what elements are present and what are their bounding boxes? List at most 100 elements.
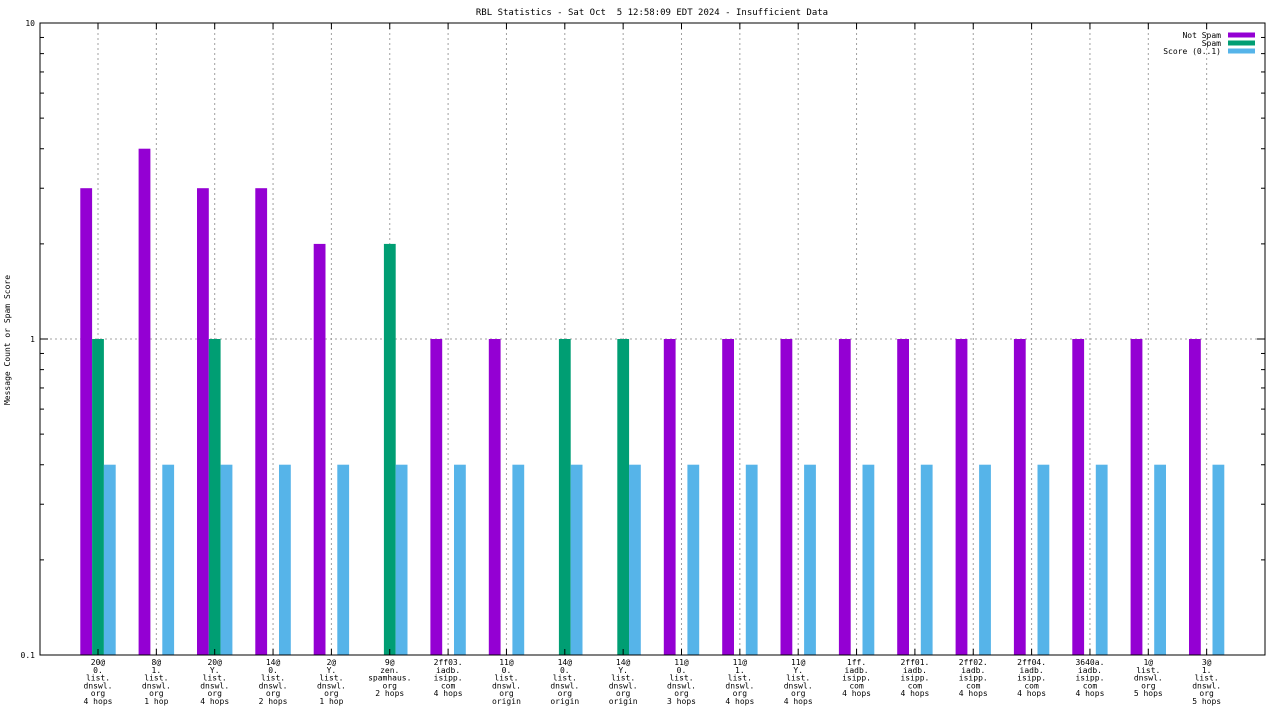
- x-category-label: 1ff. iadb. isipp. com 4 hops: [842, 658, 871, 698]
- x-category-label-line: org: [791, 689, 806, 698]
- x-category-label-line: dnswl.: [317, 681, 346, 690]
- x-category-label-line: 4 hops: [1017, 689, 1046, 698]
- bar-score-0-1: [395, 464, 408, 655]
- x-category-label-line: 20@: [91, 658, 106, 667]
- bar-score-0-1: [629, 464, 641, 655]
- x-category-label-line: 3640a.: [1075, 658, 1104, 667]
- x-category-label-line: isipp.: [842, 674, 871, 683]
- x-category-label-line: 3 hops: [667, 697, 696, 706]
- x-category-label-line: list.: [728, 674, 752, 683]
- bar-spam: [208, 339, 221, 655]
- x-category-label-line: dnswl.: [200, 681, 229, 690]
- x-category-label-line: list.: [611, 674, 635, 683]
- x-category-label-line: org: [558, 689, 573, 698]
- x-category-label-line: list.: [319, 674, 343, 683]
- x-category-label-line: iadb.: [845, 666, 869, 675]
- legend-label: Score (0..1): [1163, 47, 1221, 56]
- x-category-label: 11@ 0. list. dnswl. org origin: [492, 658, 521, 706]
- x-category-label: 14@ 0. list. dnswl. org 2 hops: [259, 658, 288, 706]
- x-category-label-line: list.: [553, 674, 577, 683]
- x-category-label-line: dnswl.: [725, 681, 754, 690]
- x-category-label-line: com: [441, 681, 456, 690]
- x-category-label-line: 5 hops: [1134, 689, 1163, 698]
- legend-label: Spam: [1202, 39, 1221, 48]
- x-category-label-line: dnswl.: [550, 681, 579, 690]
- x-category-label-line: com: [849, 681, 864, 690]
- x-category-label-line: org: [91, 689, 106, 698]
- x-category-label-line: org: [1141, 681, 1156, 690]
- x-category-label-line: 1.: [735, 666, 745, 675]
- x-category-label-line: origin: [550, 697, 579, 706]
- legend-swatch: [1228, 40, 1255, 46]
- x-category-label: 3@ 1. list. dnswl. org 5 hops: [1192, 658, 1221, 706]
- x-category-label-line: 0.: [560, 666, 570, 675]
- x-category-label: 2ff04. iadb. isipp. com 4 hops: [1017, 658, 1046, 698]
- x-category-label-line: 4 hops: [959, 689, 988, 698]
- x-category-label-line: dnswl.: [667, 681, 696, 690]
- x-category-label-line: 2 hops: [259, 697, 288, 706]
- x-category-label-line: list.: [494, 674, 518, 683]
- x-category-label-line: 11@: [674, 658, 689, 667]
- x-category-label-line: 8@: [152, 658, 162, 667]
- y-axis-label: Message Count or Spam Score: [3, 275, 12, 405]
- x-category-label-line: 2 hops: [375, 689, 404, 698]
- bar-score-0-1: [745, 464, 758, 655]
- bar-score-0-1: [103, 464, 116, 655]
- bar-not-spam: [138, 148, 151, 655]
- bar-score-0-1: [1037, 464, 1050, 655]
- bar-not-spam: [488, 339, 501, 655]
- x-category-label-line: 11@: [499, 658, 514, 667]
- legend-swatch: [1228, 32, 1255, 38]
- legend-label: Not Spam: [1182, 31, 1221, 40]
- x-category-label-line: isipp.: [1075, 674, 1104, 683]
- x-category-label-line: list.: [203, 674, 227, 683]
- bar-score-0-1: [279, 464, 291, 655]
- x-category-label-line: 2@: [327, 658, 337, 667]
- x-category-label-line: list.: [261, 674, 285, 683]
- x-category-label-line: Y.: [210, 666, 220, 675]
- x-category-label-line: org: [207, 689, 222, 698]
- x-category-label-line: list.: [669, 674, 693, 683]
- x-category-label-line: 4 hops: [842, 689, 871, 698]
- bar-not-spam: [80, 188, 93, 655]
- x-category-label-line: 2ff03.: [434, 658, 463, 667]
- x-category-label-line: org: [674, 689, 689, 698]
- bar-score-0-1: [570, 464, 583, 655]
- x-category-label-line: 1@: [1143, 658, 1153, 667]
- x-category-label-line: org: [733, 689, 748, 698]
- chart-title: RBL Statistics - Sat Oct 5 12:58:09 EDT …: [476, 8, 828, 18]
- x-category-label: 2ff02. iadb. isipp. com 4 hops: [959, 658, 988, 698]
- x-category-label-line: 4 hops: [200, 697, 229, 706]
- x-category-label-line: dnswl.: [609, 681, 638, 690]
- x-category-label-line: org: [616, 689, 631, 698]
- bar-score-0-1: [979, 464, 991, 655]
- bar-not-spam: [663, 339, 676, 655]
- x-category-label-line: origin: [492, 697, 521, 706]
- x-category-label-line: 4 hops: [784, 697, 813, 706]
- x-category-label-line: isipp.: [1017, 674, 1046, 683]
- x-category-label-line: list.: [1195, 674, 1219, 683]
- x-category-label-line: 4 hops: [900, 689, 929, 698]
- x-category-label-line: dnswl.: [492, 681, 521, 690]
- y-tick-label: 10: [25, 19, 35, 28]
- x-category-label-line: dnswl.: [1192, 681, 1221, 690]
- x-category-label-line: 9@: [385, 658, 395, 667]
- bars: [80, 148, 1225, 655]
- x-category-label-line: org: [266, 689, 281, 698]
- bar-score-0-1: [687, 464, 700, 655]
- x-category-label-line: 3@: [1202, 658, 1212, 667]
- x-category-label-line: 4 hops: [1075, 689, 1104, 698]
- bar-not-spam: [838, 339, 851, 655]
- x-category-label-line: org: [383, 681, 398, 690]
- x-category-label-line: Y.: [618, 666, 628, 675]
- x-category-label-line: org: [499, 689, 514, 698]
- axis-ticks: [40, 22, 1265, 656]
- x-category-label-line: list.: [1136, 666, 1160, 675]
- bar-spam: [617, 339, 630, 655]
- x-category-label-line: com: [1024, 681, 1039, 690]
- x-category-label-line: 0.: [502, 666, 512, 675]
- x-category-label: 1@ list. dnswl. org 5 hops: [1134, 658, 1163, 698]
- bar-not-spam: [197, 188, 209, 655]
- x-category-label-line: iadb.: [1078, 666, 1102, 675]
- x-category-label-line: 20@: [207, 658, 222, 667]
